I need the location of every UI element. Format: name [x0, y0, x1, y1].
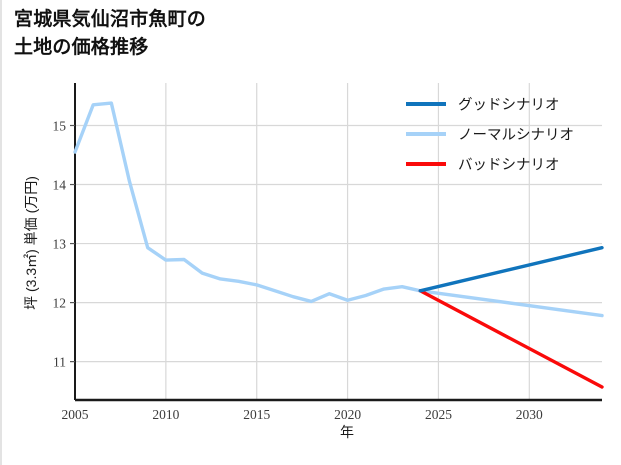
x-axis-title: 年: [340, 424, 354, 440]
x-tick-label: 2005: [62, 407, 89, 422]
y-tick-label: 15: [53, 119, 67, 134]
chart-title: 宮城県気仙沼市魚町の 土地の価格推移: [14, 9, 207, 58]
series-line-1: [73, 101, 604, 318]
y-axis-title: 坪 (3.3㎡) 単価 (万円): [23, 176, 39, 310]
x-tick-label: 2025: [425, 407, 452, 422]
axis-lines: [74, 83, 602, 402]
series-lines: [73, 101, 604, 389]
y-tick-label: 12: [53, 296, 67, 311]
legend-label: ノーマルシナリオ: [458, 128, 574, 144]
x-tick-label: 2010: [152, 407, 179, 422]
x-tick-label: 2030: [516, 407, 543, 422]
y-tick-label: 11: [53, 355, 66, 370]
y-tick-marks: [70, 124, 75, 363]
y-tick-labels: 11 12 13 14 15: [53, 119, 67, 370]
legend-label: グッドシナリオ: [458, 97, 560, 114]
series-line-0: [418, 245, 604, 293]
x-tick-label: 2020: [334, 407, 361, 422]
series-line-2: [418, 289, 604, 389]
legend-label: バッドシナリオ: [458, 158, 560, 174]
x-tick-labels: 2005 2010 2015 2020 2025 2030: [62, 407, 544, 422]
x-tick-label: 2015: [243, 407, 270, 422]
y-tick-label: 14: [53, 178, 67, 193]
y-tick-label: 13: [53, 237, 67, 252]
